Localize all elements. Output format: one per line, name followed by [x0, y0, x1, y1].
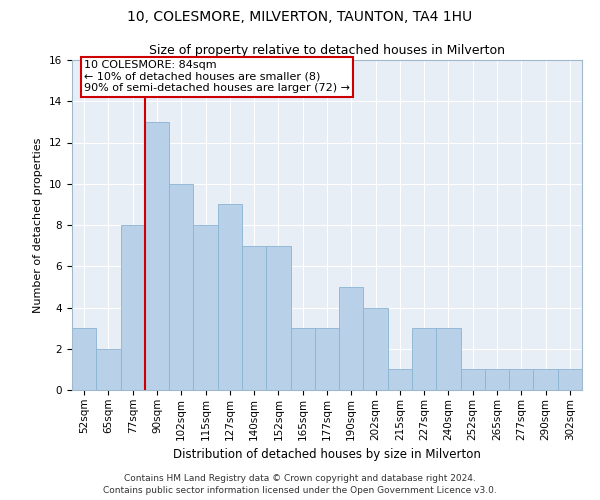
Bar — [218, 204, 242, 390]
Bar — [339, 287, 364, 390]
Bar — [315, 328, 339, 390]
Bar — [364, 308, 388, 390]
Bar — [242, 246, 266, 390]
Bar — [509, 370, 533, 390]
X-axis label: Distribution of detached houses by size in Milverton: Distribution of detached houses by size … — [173, 448, 481, 461]
Bar — [169, 184, 193, 390]
Bar — [96, 349, 121, 390]
Bar — [72, 328, 96, 390]
Text: 10, COLESMORE, MILVERTON, TAUNTON, TA4 1HU: 10, COLESMORE, MILVERTON, TAUNTON, TA4 1… — [127, 10, 473, 24]
Bar — [290, 328, 315, 390]
Bar — [436, 328, 461, 390]
Bar — [266, 246, 290, 390]
Bar — [558, 370, 582, 390]
Text: 10 COLESMORE: 84sqm
← 10% of detached houses are smaller (8)
90% of semi-detache: 10 COLESMORE: 84sqm ← 10% of detached ho… — [84, 60, 350, 93]
Bar — [461, 370, 485, 390]
Bar — [485, 370, 509, 390]
Y-axis label: Number of detached properties: Number of detached properties — [34, 138, 43, 312]
Bar — [412, 328, 436, 390]
Title: Size of property relative to detached houses in Milverton: Size of property relative to detached ho… — [149, 44, 505, 58]
Bar — [388, 370, 412, 390]
Bar — [145, 122, 169, 390]
Bar — [193, 225, 218, 390]
Bar — [121, 225, 145, 390]
Text: Contains HM Land Registry data © Crown copyright and database right 2024.
Contai: Contains HM Land Registry data © Crown c… — [103, 474, 497, 495]
Bar — [533, 370, 558, 390]
